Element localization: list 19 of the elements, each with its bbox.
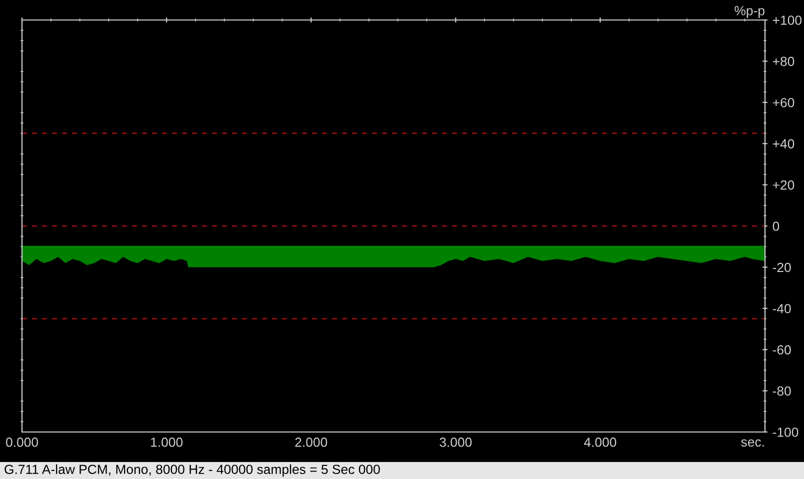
y-tick-label: -40 xyxy=(772,304,791,314)
y-tick-label: -80 xyxy=(772,386,791,396)
y-tick-label: +20 xyxy=(772,180,794,190)
x-tick-label: 2.000 xyxy=(295,438,328,447)
text: G.711 A-law PCM, Mono, 8000 Hz - 40000 samples = 5 Sec 000 xyxy=(4,464,380,477)
x-tick-label: 4.000 xyxy=(584,438,616,447)
y-tick-label: +80 xyxy=(772,56,794,66)
x-tick-label: 1.000 xyxy=(151,438,183,447)
x-axis-title: sec. xyxy=(741,439,764,447)
y-axis-title: %p-p xyxy=(734,6,764,18)
x-tick-label: 3.000 xyxy=(440,438,472,447)
y-tick-label: +100 xyxy=(772,16,802,25)
y-tick-label: 0 xyxy=(772,222,780,231)
y-tick-label: -20 xyxy=(772,262,791,272)
y-tick-label: -60 xyxy=(772,345,791,355)
y-tick-label: +40 xyxy=(772,139,794,149)
y-tick-label: -100 xyxy=(772,428,798,437)
x-tick-label: 0.000 xyxy=(6,438,38,447)
y-tick-label: +60 xyxy=(772,98,794,108)
